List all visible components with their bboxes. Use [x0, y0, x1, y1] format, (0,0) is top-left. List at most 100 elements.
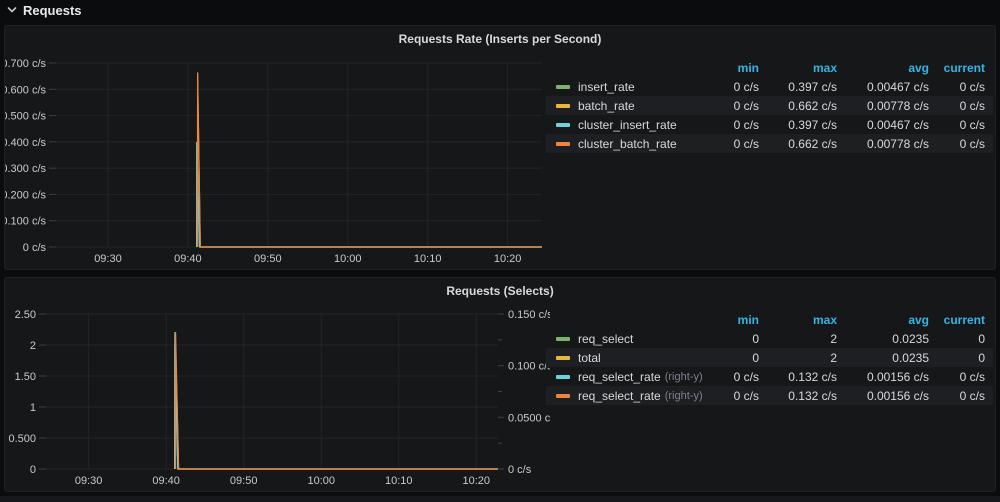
svg-text:2: 2	[30, 340, 36, 352]
svg-text:0.200 c/s: 0.200 c/s	[5, 189, 46, 201]
series-color-swatch	[556, 103, 570, 108]
svg-text:0: 0	[30, 464, 36, 476]
legend-avg: 0.00467 c/s	[866, 79, 929, 94]
legend-max: 0.397 c/s	[788, 117, 837, 132]
svg-text:0 c/s: 0 c/s	[508, 464, 532, 476]
legend-row: req_select 0 2 0.0235 0	[546, 329, 993, 348]
panel-requests-selects: Requests (Selects) 09:30 09:40 09:50 10:00 1…	[4, 277, 996, 492]
legend-table: min max avg current req_select 0 2 0.023…	[546, 310, 993, 405]
svg-text:2.50: 2.50	[15, 309, 36, 321]
legend-col-min[interactable]: min	[737, 60, 759, 75]
svg-text:0.100 c/s: 0.100 c/s	[508, 361, 550, 373]
legend-series-name[interactable]: req_select_rate	[578, 369, 661, 384]
svg-text:0 c/s: 0 c/s	[23, 242, 47, 254]
svg-text:0.0500 c/s: 0.0500 c/s	[508, 412, 550, 424]
legend-series-name[interactable]: req_select_rate	[578, 388, 661, 403]
panel-requests-rate: Requests Rate (Inserts per Second) 09:30…	[1, 25, 996, 271]
svg-text:0.100 c/s: 0.100 c/s	[5, 216, 46, 228]
svg-text:10:20: 10:20	[463, 475, 491, 487]
legend-series-suffix: (right-y)	[664, 370, 703, 383]
legend-row: req_select_rate (right-y) 0 c/s 0.132 c/…	[546, 367, 993, 386]
svg-text:09:40: 09:40	[174, 253, 202, 265]
selects-chart[interactable]: 09:30 09:40 09:50 10:00 10:10 10:20 2.50 2 1.50 1…	[5, 302, 559, 493]
legend-max: 0.132 c/s	[788, 388, 837, 403]
legend-series-name[interactable]: cluster_batch_rate	[578, 136, 677, 151]
panel-title[interactable]: Requests (Selects)	[446, 284, 554, 298]
legend-current: 0	[978, 350, 985, 365]
svg-text:0.150 c/s: 0.150 c/s	[508, 309, 550, 321]
legend-avg: 0.00156 c/s	[866, 369, 929, 384]
svg-text:10:00: 10:00	[334, 253, 362, 265]
svg-text:1: 1	[30, 402, 36, 414]
bottom-edge-strip	[0, 496, 1000, 502]
legend-row: cluster_insert_rate 0 c/s 0.397 c/s 0.00…	[546, 115, 993, 134]
legend-avg: 0.0235	[892, 350, 929, 365]
chevron-down-icon	[7, 7, 17, 13]
legend-avg: 0.00778 c/s	[866, 136, 929, 151]
svg-text:0.700 c/s: 0.700 c/s	[5, 58, 46, 70]
legend-row: insert_rate 0 c/s 0.397 c/s 0.00467 c/s …	[546, 77, 993, 96]
legend-col-current[interactable]: current	[943, 312, 985, 327]
legend-min: 0 c/s	[733, 388, 759, 403]
legend-series-name[interactable]: total	[578, 350, 601, 365]
series-color-swatch	[556, 393, 570, 398]
legend-col-current[interactable]: current	[943, 60, 985, 75]
legend-current: 0 c/s	[959, 136, 985, 151]
legend-min: 0	[752, 331, 759, 346]
legend-row: batch_rate 0 c/s 0.662 c/s 0.00778 c/s 0…	[546, 96, 993, 115]
legend-current: 0 c/s	[959, 369, 985, 384]
panel-title[interactable]: Requests Rate (Inserts per Second)	[398, 32, 602, 46]
legend-avg: 0.0235	[892, 331, 929, 346]
legend-min: 0 c/s	[733, 117, 759, 132]
svg-text:1.50: 1.50	[15, 371, 36, 383]
legend-max: 0.132 c/s	[788, 369, 837, 384]
legend-row: total 0 2 0.0235 0	[546, 348, 993, 367]
svg-text:10:10: 10:10	[414, 253, 442, 265]
legend-avg: 0.00467 c/s	[866, 117, 929, 132]
legend-min: 0 c/s	[733, 369, 759, 384]
series-color-swatch	[556, 84, 570, 89]
series-color-swatch	[556, 141, 570, 146]
legend-col-avg[interactable]: avg	[908, 312, 929, 327]
legend-current: 0	[978, 331, 985, 346]
legend-col-avg[interactable]: avg	[908, 60, 929, 75]
legend-current: 0 c/s	[959, 117, 985, 132]
row-title: Requests	[23, 2, 82, 18]
legend-series-name[interactable]: req_select	[578, 331, 634, 346]
svg-text:10:20: 10:20	[494, 253, 522, 265]
svg-text:10:10: 10:10	[385, 475, 413, 487]
svg-text:09:30: 09:30	[75, 475, 103, 487]
svg-text:0.400 c/s: 0.400 c/s	[5, 137, 46, 149]
legend-table: min max avg current insert_rate 0 c/s 0.…	[546, 58, 993, 153]
legend-min: 0 c/s	[733, 136, 759, 151]
svg-text:0.500: 0.500	[8, 433, 36, 445]
legend-current: 0 c/s	[959, 388, 985, 403]
series-color-swatch	[556, 122, 570, 127]
legend-series-name[interactable]: cluster_insert_rate	[578, 117, 677, 132]
legend-row: cluster_batch_rate 0 c/s 0.662 c/s 0.007…	[546, 134, 993, 153]
svg-text:09:30: 09:30	[94, 253, 122, 265]
svg-text:0.600 c/s: 0.600 c/s	[5, 84, 46, 96]
legend-min: 0 c/s	[733, 98, 759, 113]
legend-max: 0.662 c/s	[788, 136, 837, 151]
legend-max: 0.397 c/s	[788, 79, 837, 94]
series-color-swatch	[556, 336, 570, 341]
legend-max: 0.662 c/s	[788, 98, 837, 113]
legend-col-max[interactable]: max	[812, 60, 837, 75]
legend-series-name[interactable]: insert_rate	[578, 79, 635, 94]
legend-series-suffix: (right-y)	[664, 389, 703, 402]
legend-header-row: min max avg current	[546, 310, 993, 329]
legend-current: 0 c/s	[959, 98, 985, 113]
legend-col-max[interactable]: max	[812, 312, 837, 327]
legend-current: 0 c/s	[959, 79, 985, 94]
svg-text:0.500 c/s: 0.500 c/s	[5, 111, 46, 123]
legend-series-name[interactable]: batch_rate	[578, 98, 635, 113]
legend-col-min[interactable]: min	[737, 312, 759, 327]
svg-text:0.300 c/s: 0.300 c/s	[5, 163, 46, 175]
legend-min: 0	[752, 350, 759, 365]
legend-min: 0 c/s	[733, 79, 759, 94]
legend-header-row: min max avg current	[546, 58, 993, 77]
inserts-rate-chart[interactable]: 09:30 09:40 09:50 10:00 10:10 10:20 0.700 c/s 0…	[1, 50, 550, 271]
svg-text:09:40: 09:40	[152, 475, 180, 487]
dashboard-row-toggle[interactable]: Requests	[6, 1, 82, 19]
